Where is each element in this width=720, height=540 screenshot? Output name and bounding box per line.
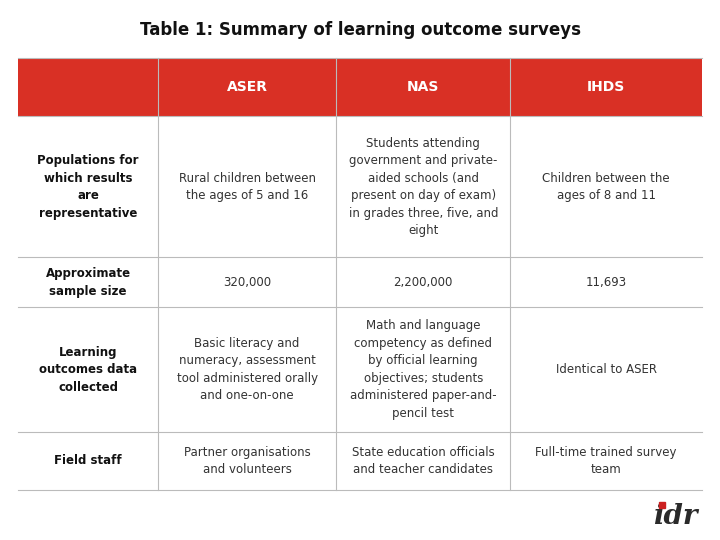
Text: Math and language
competency as defined
by official learning
objectives; student: Math and language competency as defined …	[350, 319, 497, 420]
Text: Table 1: Summary of learning outcome surveys: Table 1: Summary of learning outcome sur…	[140, 21, 580, 39]
Text: 320,000: 320,000	[223, 276, 271, 289]
Text: Students attending
government and private-
aided schools (and
present on day of : Students attending government and privat…	[348, 137, 498, 237]
Text: Populations for
which results
are
representative: Populations for which results are repres…	[37, 154, 139, 220]
Text: IHDS: IHDS	[587, 80, 626, 94]
Text: Rural children between
the ages of 5 and 16: Rural children between the ages of 5 and…	[179, 172, 315, 202]
Text: Field staff: Field staff	[54, 455, 122, 468]
Text: State education officials
and teacher candidates: State education officials and teacher ca…	[352, 446, 495, 476]
Text: NAS: NAS	[407, 80, 439, 94]
Text: Partner organisations
and volunteers: Partner organisations and volunteers	[184, 446, 310, 476]
Text: Learning
outcomes data
collected: Learning outcomes data collected	[39, 346, 138, 394]
Text: 2,200,000: 2,200,000	[394, 276, 453, 289]
Bar	[18, 58, 702, 116]
Text: Identical to ASER: Identical to ASER	[556, 363, 657, 376]
Text: Full-time trained survey
team: Full-time trained survey team	[536, 446, 677, 476]
Text: Children between the
ages of 8 and 11: Children between the ages of 8 and 11	[542, 172, 670, 202]
Text: Approximate
sample size: Approximate sample size	[45, 267, 130, 298]
Text: 11,693: 11,693	[585, 276, 627, 289]
Text: idr: idr	[653, 503, 697, 530]
Text: Basic literacy and
numeracy, assessment
tool administered orally
and one-on-one: Basic literacy and numeracy, assessment …	[176, 337, 318, 402]
Text: ASER: ASER	[227, 80, 268, 94]
